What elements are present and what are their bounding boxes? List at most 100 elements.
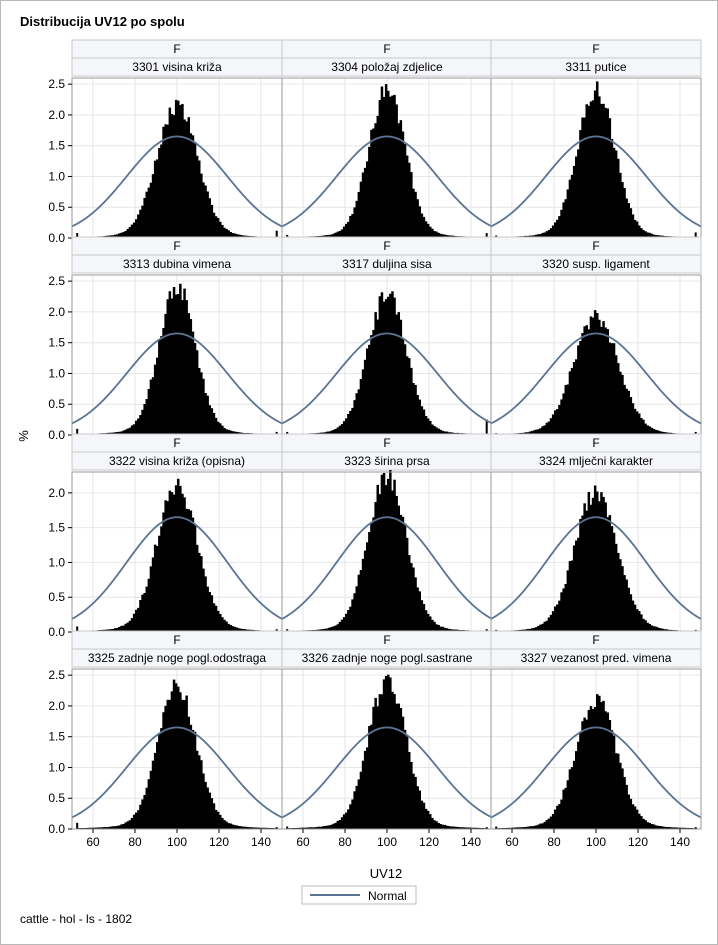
histogram-bar	[204, 576, 207, 632]
histogram-bar	[149, 379, 153, 435]
panel-sex-header: F	[592, 239, 599, 253]
histogram-bar	[577, 537, 580, 632]
histogram-bar	[405, 356, 409, 435]
histogram-bar	[374, 123, 377, 238]
histogram-bar	[568, 179, 572, 238]
histogram-bar	[437, 428, 440, 435]
histogram-bar	[633, 408, 637, 435]
histogram-bar	[612, 532, 616, 632]
histogram-bar	[361, 369, 365, 435]
histogram-bar	[368, 344, 371, 435]
histogram-bar	[443, 627, 447, 632]
histogram-bar	[229, 823, 232, 829]
histogram-bar	[349, 410, 352, 435]
histogram-bar	[414, 776, 417, 829]
histogram-bar	[633, 219, 637, 238]
histogram-bar	[221, 817, 224, 829]
histogram-bar	[477, 827, 480, 829]
histogram-bar	[537, 429, 540, 435]
histogram-bar	[543, 232, 546, 238]
histogram-bar	[631, 600, 635, 632]
histogram-bar	[614, 543, 618, 632]
histogram-bar	[514, 827, 517, 829]
histogram-bar	[250, 827, 253, 829]
panel-label-cell	[490, 254, 702, 274]
histogram-bar	[265, 827, 268, 829]
histogram-bar	[593, 90, 597, 239]
histogram-bar	[128, 427, 132, 435]
histogram-bar	[170, 691, 174, 829]
edge-bar	[275, 431, 278, 435]
histogram-bar	[617, 158, 620, 238]
histogram-bar	[581, 117, 584, 238]
histogram-bar	[210, 798, 214, 829]
histogram-bar	[189, 133, 193, 238]
histogram-bar	[405, 155, 409, 238]
histogram-bar	[384, 485, 388, 632]
histogram-bar	[441, 626, 445, 632]
histogram-bar	[537, 234, 540, 238]
histogram-bar	[345, 223, 348, 238]
histogram-bar	[189, 510, 193, 632]
histogram-bar	[614, 753, 618, 829]
edge-bar	[275, 230, 278, 238]
histogram-bar	[562, 393, 565, 435]
histogram-bar	[447, 628, 451, 632]
y-tick-label: 0.0	[48, 428, 65, 442]
histogram-bar	[235, 825, 239, 829]
histogram-bar	[652, 428, 656, 435]
histogram-bar	[545, 620, 549, 632]
panel-3: F 3311 putice	[490, 39, 702, 239]
normal-curve	[281, 135, 493, 228]
edge-bar	[275, 827, 278, 829]
histogram-bar	[118, 825, 121, 829]
histogram-bar	[621, 182, 624, 238]
y-tick-label: 1.5	[48, 521, 65, 535]
histogram-bar	[608, 118, 612, 238]
histogram-bar	[153, 752, 157, 829]
histogram-bar	[200, 760, 203, 829]
histogram-bar	[537, 824, 540, 829]
histogram-bar	[447, 826, 451, 829]
panel-label-cell	[490, 451, 702, 471]
histogram-bar	[338, 820, 342, 829]
histogram-bar	[535, 627, 538, 632]
histogram-bar	[587, 105, 591, 238]
histogram-bar	[162, 512, 165, 632]
histogram-bar	[353, 791, 356, 829]
histogram-bar	[581, 515, 584, 632]
histogram-bar	[359, 181, 363, 238]
y-tick-label: 0.5	[48, 791, 65, 805]
histogram-bar	[361, 760, 365, 829]
edge-bar	[286, 234, 289, 238]
histogram-bar	[147, 389, 151, 435]
histogram-bar	[426, 418, 430, 435]
histogram-bar	[549, 418, 553, 435]
panel-label: 3325 zadnje noge pogl.odostraga	[88, 651, 266, 665]
histogram-bar	[598, 501, 601, 632]
histogram-bar	[445, 431, 449, 435]
legend: Normal	[301, 885, 417, 905]
histogram-bar	[543, 621, 546, 632]
panel-sex-header: F	[592, 633, 599, 647]
histogram-bar	[570, 767, 574, 829]
histogram-bar	[551, 813, 555, 829]
panel-7: F 3322 visina križa (opisna) 0.0 0.5 1.0 1.5 2…	[48, 433, 283, 639]
histogram-bar	[600, 103, 603, 238]
histogram-bar	[598, 96, 601, 238]
histogram-bar	[372, 706, 375, 829]
histogram-bar	[593, 707, 597, 829]
histogram-bar	[397, 703, 400, 829]
histogram-bar	[437, 232, 440, 238]
y-tick-label: 1.0	[48, 555, 65, 569]
histogram-bar	[380, 292, 384, 435]
histogram-bar	[635, 221, 639, 238]
histogram-bar	[568, 371, 572, 435]
histogram-bar	[646, 622, 649, 632]
histogram-bar	[682, 827, 685, 829]
histogram-bar	[187, 117, 190, 238]
histogram-bar	[153, 364, 157, 435]
panel-6: F 3320 susp. ligament	[490, 236, 702, 436]
histogram-bar	[589, 504, 593, 632]
